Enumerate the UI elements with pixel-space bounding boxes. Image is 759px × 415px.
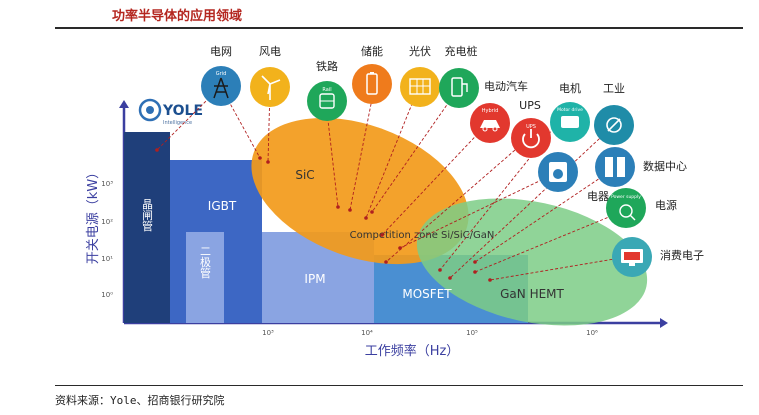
app-appliance: 电器 bbox=[538, 152, 609, 203]
competition-zone-label: Competition zone Si/SiC/GaN bbox=[350, 230, 495, 241]
app-label: 充电桩 bbox=[445, 44, 478, 58]
x-axis-arrow bbox=[660, 318, 668, 328]
charging-station-icon bbox=[439, 68, 479, 108]
app-label: 电器 bbox=[587, 190, 609, 203]
gan-hemt-label: GaN HEMT bbox=[500, 287, 564, 301]
svg-text:Hybrid: Hybrid bbox=[482, 108, 499, 114]
x-tick: 10⁶ bbox=[586, 329, 598, 337]
svg-text:Power supply: Power supply bbox=[611, 194, 641, 200]
source-note: 资料来源：Yole、招商银行研究院 bbox=[55, 394, 225, 407]
app-motor: 电机 Motor drive bbox=[550, 81, 590, 142]
x-tick: 10⁴ bbox=[361, 329, 373, 337]
app-label: 工业 bbox=[603, 82, 625, 95]
bottom-divider bbox=[55, 385, 743, 386]
logo-name: YOLE bbox=[162, 103, 203, 119]
gan-region bbox=[416, 198, 648, 326]
app-label: 铁路 bbox=[316, 60, 338, 73]
app-label: 储能 bbox=[361, 44, 383, 58]
mosfet-label: MOSFET bbox=[402, 287, 452, 301]
y-tick: 10¹ bbox=[101, 255, 113, 263]
power-supply-icon bbox=[606, 188, 646, 228]
app-storage: 储能 bbox=[352, 44, 392, 104]
svg-text:UPS: UPS bbox=[526, 124, 536, 130]
thyristor-label: 晶闸管 bbox=[141, 198, 154, 232]
app-label: 电网 bbox=[210, 45, 232, 58]
app-industry: 工业 bbox=[594, 82, 634, 145]
yole-logo: YOLE Intelligence bbox=[138, 98, 203, 126]
app-label: 光伏 bbox=[409, 44, 431, 58]
svg-text:Grid: Grid bbox=[216, 71, 227, 77]
app-label: 风电 bbox=[259, 45, 281, 58]
app-charging: 充电桩 bbox=[439, 44, 479, 108]
app-label: UPS bbox=[519, 99, 541, 112]
y-tick: 10³ bbox=[101, 180, 113, 188]
app-solar: 光伏 bbox=[400, 44, 440, 107]
x-tick: 10³ bbox=[262, 329, 274, 337]
app-rail: 铁路 Rail bbox=[307, 60, 347, 121]
x-tick: 10⁵ bbox=[466, 329, 478, 337]
server-rack-icon bbox=[595, 147, 635, 187]
y-tick: 10⁰ bbox=[101, 291, 113, 299]
app-label: 消费电子 bbox=[660, 248, 704, 262]
app-ups: UPS UPS bbox=[511, 99, 551, 158]
app-ev: 电动汽车 Hybrid bbox=[470, 79, 528, 143]
thyristor-region bbox=[124, 132, 170, 323]
x-axis-title: 工作频率（Hz） bbox=[365, 343, 460, 359]
app-label: 电源 bbox=[655, 198, 677, 212]
sic-region bbox=[251, 117, 469, 265]
connector-lines bbox=[156, 86, 633, 281]
svg-text:Rail: Rail bbox=[322, 87, 331, 93]
app-consumer: 消费电子 bbox=[612, 237, 704, 277]
connector-endpoints bbox=[155, 148, 492, 282]
diode-region bbox=[186, 232, 224, 323]
app-label: 电动汽车 bbox=[484, 79, 528, 93]
solar-panel-icon bbox=[400, 67, 440, 107]
y-axis-title: 开关电源（kW） bbox=[86, 166, 101, 264]
svg-text:Motor drive: Motor drive bbox=[557, 107, 583, 113]
top-divider bbox=[55, 27, 743, 29]
battery-icon bbox=[352, 64, 392, 104]
y-tick: 10² bbox=[101, 218, 113, 226]
app-datacenter: 数据中心 bbox=[595, 147, 687, 187]
app-wind: 风电 bbox=[250, 45, 290, 107]
logo-tagline: Intelligence bbox=[163, 120, 192, 126]
sic-label: SiC bbox=[295, 168, 314, 182]
y-axis-arrow bbox=[119, 100, 129, 108]
app-grid: 电网 Grid bbox=[201, 45, 241, 106]
diode-label: 二极管 bbox=[199, 246, 212, 280]
app-label: 电机 bbox=[559, 81, 581, 95]
ipm-label: IPM bbox=[304, 272, 325, 286]
page-title: 功率半导体的应用领域 bbox=[112, 9, 243, 24]
app-label: 数据中心 bbox=[643, 159, 687, 173]
app-power-supply: 电源 Power supply bbox=[606, 188, 677, 228]
igbt-label: IGBT bbox=[208, 199, 237, 213]
